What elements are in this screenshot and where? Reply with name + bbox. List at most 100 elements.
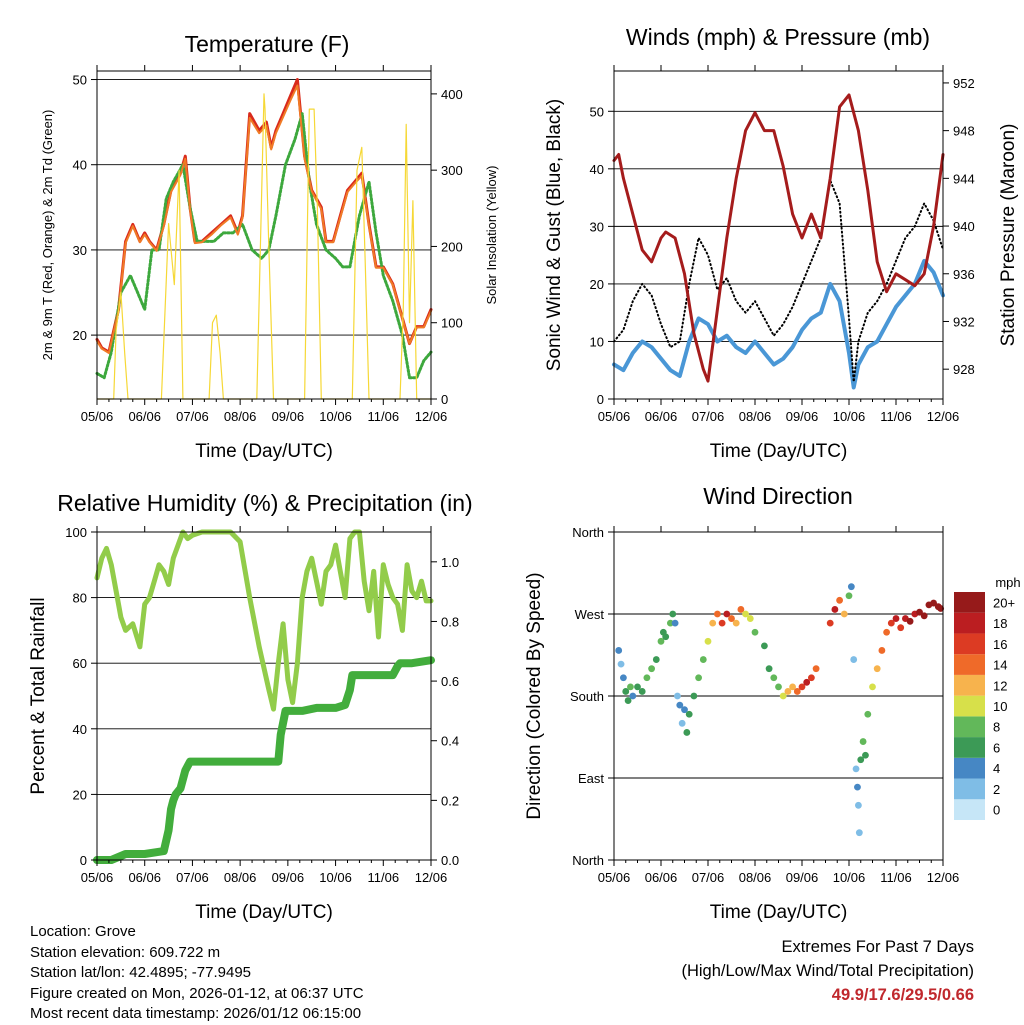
y-tick-label: West: [575, 607, 605, 622]
direction-point: [906, 617, 914, 625]
direction-point: [937, 605, 945, 612]
x-tick-label: 11/06: [367, 409, 399, 424]
y-tick-label: 50: [73, 73, 87, 88]
y-tick-label: 60: [73, 656, 87, 671]
series-gust: [613, 179, 944, 383]
direction-point: [699, 656, 707, 663]
extremes-title: Extremes For Past 7 Days: [781, 938, 974, 956]
direction-point: [690, 692, 698, 700]
x-tick-label: 09/06: [272, 409, 305, 424]
colorbar-swatch: [954, 737, 985, 758]
x-axis-label: Time (Day/UTC): [195, 902, 333, 923]
x-tick-label: 08/06: [739, 409, 772, 424]
direction-point: [643, 674, 651, 682]
y-tick-label: 20: [73, 328, 87, 343]
colorbar-label: 6: [993, 740, 1000, 755]
direction-point: [695, 674, 702, 682]
y-tick-label: North: [572, 853, 604, 868]
y2-tick-label: 400: [441, 87, 463, 102]
y-tick-label: 40: [590, 162, 604, 177]
recent-data-text: Most recent data timestamp: 2026/01/12 0…: [30, 1005, 362, 1022]
direction-point: [709, 619, 717, 627]
direction-point: [831, 606, 839, 613]
y-tick-label: 0: [597, 392, 604, 407]
series-relative-humidity: [94, 529, 434, 712]
direction-point: [850, 656, 858, 663]
y-axis-label: Percent & Total Rainfall: [28, 597, 49, 794]
direction-point: [652, 656, 660, 663]
y2-axis-label: Solar Insolation (Yellow): [484, 166, 499, 305]
direction-point: [887, 619, 895, 627]
x-tick-label: 05/06: [598, 870, 631, 885]
y2-tick-label: 940: [953, 219, 975, 234]
chart-direction: 05/06 06/06 07/06 08/06 09/06 10/06 11/06 12/06…: [524, 483, 1021, 923]
direction-point: [615, 647, 623, 654]
x-tick-label: 09/06: [786, 409, 819, 424]
x-axis-label: Time (Day/UTC): [710, 441, 848, 462]
direction-point: [854, 783, 861, 791]
x-tick-label: 12/06: [415, 409, 448, 424]
colorbar-swatch: [954, 674, 985, 696]
y-tick-label: 0: [80, 853, 87, 868]
direction-point: [869, 683, 876, 691]
direction-point: [789, 683, 796, 691]
direction-point: [847, 583, 855, 591]
direction-point: [638, 688, 646, 695]
y-tick-label: 40: [73, 158, 87, 173]
colorbar-swatch: [954, 778, 985, 800]
colorbar-label: 16: [993, 637, 1007, 652]
direction-point: [857, 756, 865, 764]
direction-point: [742, 610, 749, 618]
x-tick-label: 06/06: [128, 409, 161, 424]
direction-point: [808, 674, 815, 682]
y-tick-label: 10: [590, 334, 604, 349]
x-axis-label: Time (Day/UTC): [710, 902, 848, 923]
x-axis-label: Time (Day/UTC): [195, 441, 333, 462]
direction-point: [852, 765, 860, 773]
x-tick-label: 09/06: [786, 870, 819, 885]
direction-point: [681, 706, 688, 714]
direction-point: [770, 674, 778, 682]
direction-point: [784, 688, 792, 695]
x-tick-label: 10/06: [319, 870, 352, 885]
y-tick-label: 100: [65, 525, 87, 540]
direction-point: [728, 615, 735, 622]
direction-point: [883, 628, 890, 636]
direction-point: [622, 688, 630, 695]
direction-point: [667, 619, 674, 627]
x-tick-label: 11/06: [367, 870, 399, 885]
series-solar-insolation: [96, 93, 432, 400]
x-tick-label: 08/06: [739, 870, 772, 885]
y2-tick-label: 928: [953, 362, 975, 377]
direction-point: [624, 697, 632, 704]
x-tick-label: 11/06: [880, 409, 912, 424]
series-2m-t: [95, 78, 433, 354]
direction-point: [674, 692, 681, 700]
y2-tick-label: 100: [441, 316, 463, 331]
extremes-values: 49.9/17.6/29.5/0.66: [831, 986, 974, 1004]
y2-tick-label: 932: [953, 314, 975, 329]
direction-point: [803, 678, 811, 686]
y2-tick-label: 0.0: [441, 853, 459, 868]
direction-point: [840, 610, 848, 618]
colorbar-label: 8: [993, 720, 1000, 735]
direction-point: [704, 637, 712, 645]
y2-tick-label: 936: [953, 267, 975, 282]
direction-point: [678, 719, 686, 727]
colorbar-label: 0: [993, 803, 1000, 818]
y-tick-label: 20: [590, 277, 604, 292]
direction-point: [897, 624, 905, 632]
direction-point: [892, 615, 900, 622]
direction-point: [685, 710, 693, 718]
x-tick-label: 06/06: [128, 870, 161, 885]
y-axis-label: Direction (Colored By Speed): [524, 572, 545, 819]
direction-point: [627, 683, 634, 691]
series-total-precipitation: [93, 656, 435, 864]
location-text: Location: Grove: [30, 923, 136, 940]
direction-point: [878, 647, 886, 654]
direction-point: [779, 692, 787, 700]
chart-title: Wind Direction: [703, 483, 853, 509]
direction-point: [765, 665, 773, 673]
latlon-text: Station lat/lon: 42.4895; -77.9495: [30, 964, 252, 981]
direction-point: [617, 660, 625, 668]
